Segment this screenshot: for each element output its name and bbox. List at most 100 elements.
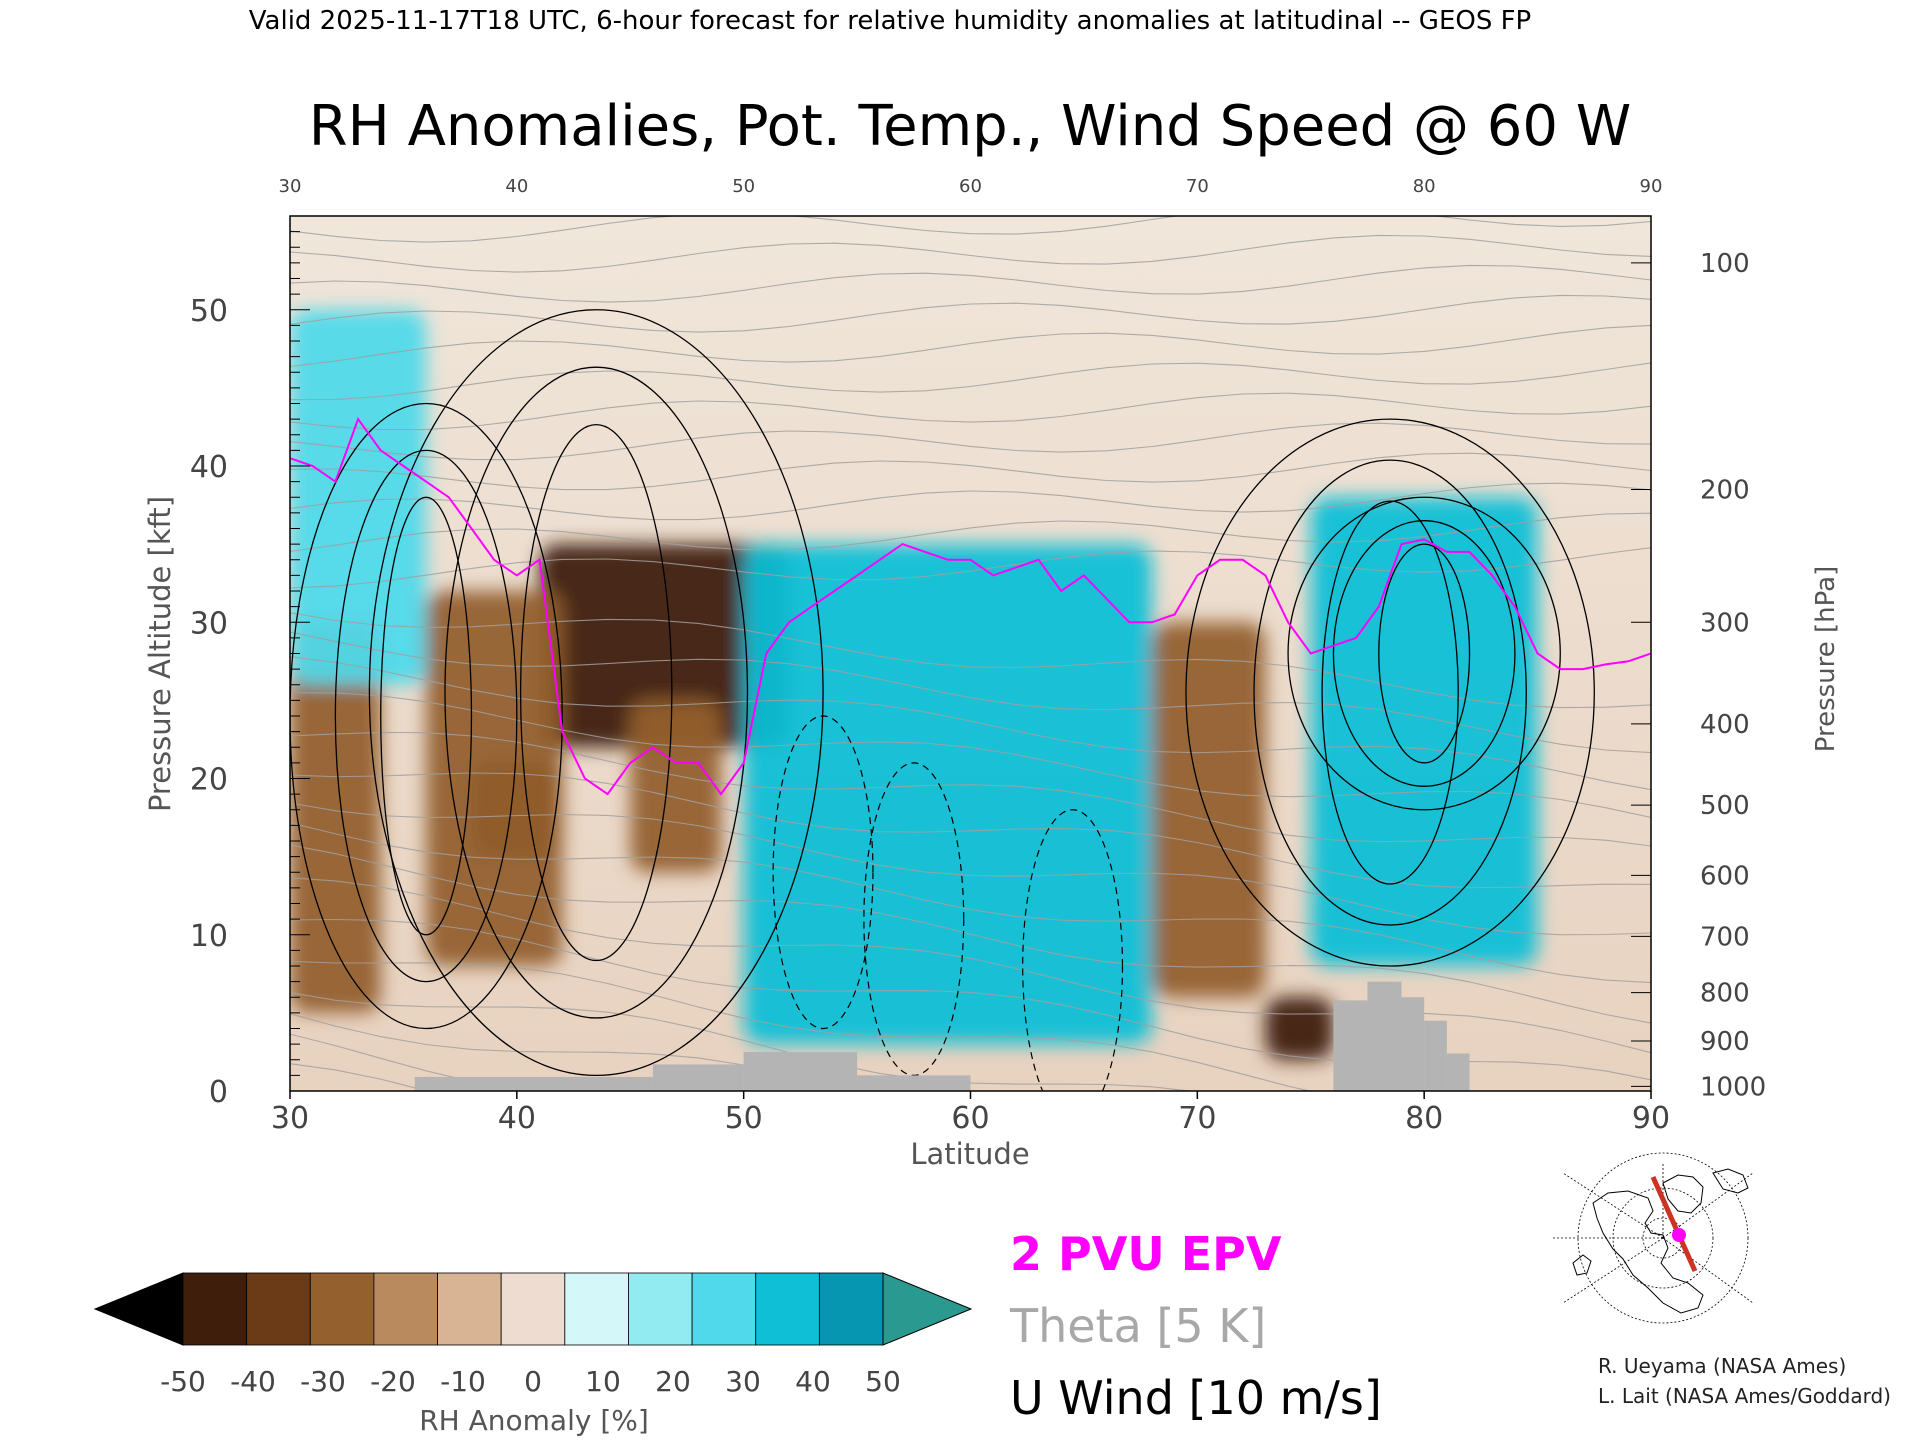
legend-epv: 2 PVU EPV [1010,1227,1282,1281]
p-tick-label: 900 [1700,1027,1750,1057]
colorbar-tick-label: 40 [795,1365,831,1398]
chart-title: RH Anomalies, Pot. Temp., Wind Speed @ 6… [309,94,1631,159]
colorbar-segment [246,1272,311,1346]
terrain-block [414,1076,653,1091]
theta-contour [290,264,1651,303]
rh-region-dry-core-upper [539,544,790,748]
colorbar-segment [691,1272,757,1346]
colorbar-tick-label: -50 [160,1365,206,1398]
theta-contour [290,772,1651,889]
p-tick-label: 200 [1700,475,1750,505]
wind-contour [1253,459,1527,926]
wind-contour [380,496,473,936]
colorbar-segment [500,1272,566,1346]
theta-contour [290,547,1651,589]
y-tick-label: 10 [190,919,228,954]
epv-2pvu-line [290,416,1651,796]
theta-contour [290,482,1651,521]
top-tick-label: 90 [1640,176,1663,197]
y-axis-kft: 0 10 20 30 40 50 [190,231,310,1110]
theta-contour [290,452,1651,491]
theta-contour [290,844,1651,1024]
colorbar-tick-label: -30 [300,1365,346,1398]
top-tick-label: 30 [279,176,302,197]
rh-region-moist-30-40-upper [290,309,427,685]
wind-contour [1321,500,1459,885]
terrain-block [743,1051,858,1091]
y-axis-label-right: Pressure [hPa] [1811,566,1841,753]
y-axis-label-left: Pressure Altitude [kft] [143,496,177,812]
plot-area [290,216,1651,1091]
colorbar-label: RH Anomaly [%] [419,1404,649,1437]
terrain-block [1401,997,1425,1091]
colorbar-segment [564,1272,629,1346]
p-tick-label: 300 [1700,608,1750,638]
x-tick-label: 30 [271,1101,309,1136]
colorbar-segment [182,1272,248,1346]
x-axis: 30 40 50 60 70 80 90 [271,1091,1670,1136]
wind-contours [290,309,1595,1091]
top-tick-label: 50 [732,176,755,197]
rh-region-moist-75-85 [1310,497,1538,966]
top-axis: 30 40 50 60 70 80 90 [279,176,1663,197]
terrain-block [1424,1020,1447,1091]
colorbar-segment [437,1272,502,1346]
x-tick-label: 60 [951,1101,989,1136]
theta-contour [290,216,1651,243]
colorbar-tick-label: -20 [370,1365,416,1398]
theta-contour [290,802,1651,936]
y-axis-hpa: 100 200 300 400 500 600 700 800 900 1000 [1631,249,1766,1102]
colorbar-segment [628,1272,693,1346]
colorbar-tick-label: 20 [655,1365,691,1398]
terrain-block [857,1075,971,1091]
legend-theta: Theta [5 K] [1009,1299,1266,1353]
theta-contour [290,324,1651,368]
theta-contour [290,422,1651,461]
y-tick-label: 0 [209,1075,228,1110]
y-tick-label: 50 [190,294,228,329]
theta-contour [290,612,1651,709]
terrain-block [1446,1053,1470,1091]
y-tick-label: 30 [190,606,228,641]
credit-line-1: R. Ueyama (NASA Ames) [1598,1354,1846,1378]
cross-section-marker [1672,1228,1686,1242]
terrain-block [652,1064,744,1091]
x-tick-label: 70 [1178,1101,1216,1136]
theta-contour [290,294,1651,333]
rh-colorbar [93,1272,973,1346]
colorbar-tick-label: 50 [865,1365,901,1398]
rh-region-dry-band-37N [426,591,563,966]
p-tick-label: 100 [1700,249,1750,279]
rh-region-dry-band-47N [630,700,721,873]
p-tick-label: 400 [1700,710,1750,740]
top-tick-label: 80 [1413,176,1436,197]
theta-contour [290,512,1651,553]
rh-region-moist-52-68 [743,544,1152,1045]
theta-contour [290,362,1651,401]
rh-region-dry-pocket-surface [1265,997,1334,1060]
colorbar-tick-label: 0 [524,1365,542,1398]
top-tick-label: 60 [959,176,982,197]
x-axis-label: Latitude [910,1137,1029,1171]
x-tick-label: 40 [498,1101,536,1136]
rh-region-dry-band-71N [1151,622,1266,998]
colorbar-tick-label: 10 [585,1365,621,1398]
wind-contour [1332,520,1516,787]
wind-contour [290,402,563,1030]
p-tick-label: 600 [1700,861,1750,891]
theta-contour [290,234,1651,273]
p-tick-label: 800 [1700,979,1750,1009]
rh-region-dry-band-30N [290,622,381,1013]
wind-contour-negative [1022,809,1124,1091]
colorbar-segment [373,1272,438,1346]
wind-contour [1378,543,1471,764]
colorbar-tick-label: -40 [230,1365,276,1398]
top-tick-label: 70 [1186,176,1209,197]
colorbar-segment [755,1272,820,1346]
terrain-mask [414,981,1470,1091]
p-tick-label: 500 [1700,791,1750,821]
wind-contour [368,309,824,1077]
theta-contour [290,822,1651,984]
colorbar-segment [309,1272,375,1346]
